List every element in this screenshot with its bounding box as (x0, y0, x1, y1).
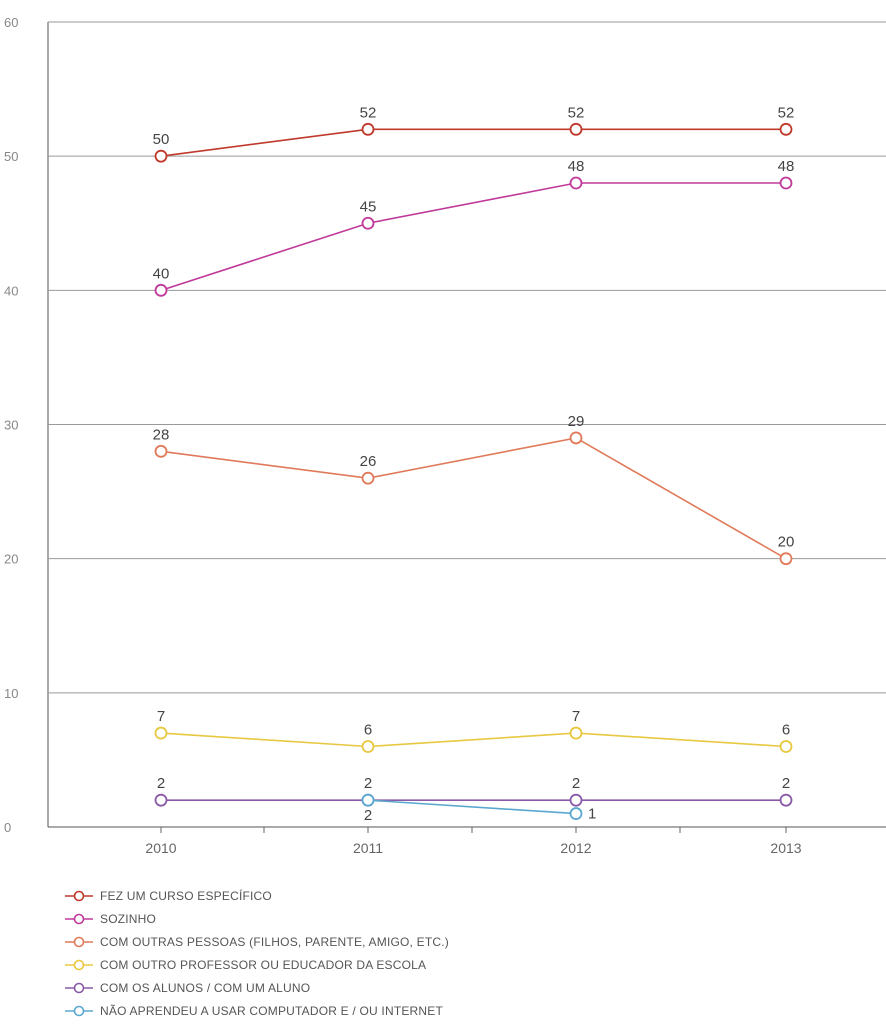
legend-item: COM OUTRO PROFESSOR OU EDUCADOR DA ESCOL… (64, 953, 824, 976)
series-line (367, 799, 577, 815)
legend-marker-icon (65, 936, 93, 947)
legend-marker-icon (65, 959, 93, 970)
data-label: 52 (360, 104, 377, 121)
data-point (569, 793, 583, 807)
legend-item: COM OS ALUNOS / COM UM ALUNO (64, 976, 824, 999)
legend-item: COM OUTRAS PESSOAS (FILHOS, PARENTE, AMI… (64, 930, 824, 953)
x-tick-label: 2012 (560, 840, 591, 856)
legend-marker-icon (65, 890, 93, 901)
legend-item: FEZ UM CURSO ESPECÍFICO (64, 884, 824, 907)
data-point (569, 807, 583, 820)
y-tick-label: 40 (4, 283, 18, 298)
data-label: 29 (568, 413, 585, 430)
legend-marker-circle (73, 913, 85, 924)
data-label: 2 (364, 807, 372, 824)
legend-marker-circle (73, 959, 85, 970)
x-tick-label: 2011 (353, 840, 383, 856)
data-point (154, 793, 168, 807)
series-line (160, 437, 787, 560)
data-label: 6 (782, 722, 790, 739)
data-point (361, 793, 375, 807)
y-tick-label: 0 (4, 820, 11, 835)
data-point (779, 740, 793, 753)
data-label: 48 (568, 158, 585, 175)
data-label: 2 (157, 775, 165, 792)
legend-label: NÃO APRENDEU A USAR COMPUTADOR E / OU IN… (100, 1003, 444, 1018)
data-point (154, 283, 168, 297)
legend: FEZ UM CURSO ESPECÍFICO SOZINHO COM OUTRAS… (64, 884, 824, 1022)
data-point (779, 552, 793, 566)
legend-marker-icon (65, 982, 93, 993)
legend-item: NÃO APRENDEU A USAR COMPUTADOR E / OU IN… (64, 999, 824, 1022)
series-line (160, 182, 786, 292)
data-point (154, 444, 168, 458)
data-label: 40 (153, 265, 170, 282)
series-line (160, 732, 787, 748)
data-point (569, 431, 583, 445)
x-tick-label: 2010 (145, 840, 176, 856)
legend-marker-circle (73, 1005, 85, 1016)
data-label: 7 (572, 708, 580, 725)
data-label: 2 (364, 775, 372, 792)
legend-marker-icon (65, 1005, 93, 1016)
legend-label: COM OUTRO PROFESSOR OU EDUCADOR DA ESCOL… (100, 957, 427, 972)
x-tick-label: 2013 (770, 840, 801, 856)
data-point (361, 216, 375, 230)
data-label: 1 (588, 806, 596, 823)
data-label: 52 (568, 104, 585, 121)
data-point (779, 176, 793, 190)
legend-label: SOZINHO (100, 911, 157, 926)
data-label: 2 (782, 775, 790, 792)
y-tick-label: 60 (4, 15, 18, 30)
series-line (160, 128, 786, 157)
data-label: 28 (153, 426, 170, 443)
data-point (569, 726, 583, 740)
y-tick-label: 10 (4, 686, 18, 701)
legend-marker-icon (65, 913, 93, 924)
data-label: 2 (572, 775, 580, 792)
data-point (361, 740, 375, 753)
data-label: 6 (364, 722, 372, 739)
data-point (154, 149, 168, 163)
y-tick-label: 30 (4, 418, 18, 433)
data-point (779, 122, 793, 136)
data-label: 20 (778, 534, 795, 551)
y-tick-label: 50 (4, 149, 18, 164)
legend-item: SOZINHO (64, 907, 824, 930)
data-label: 50 (153, 131, 170, 148)
data-point (779, 793, 793, 807)
legend-marker-circle (73, 982, 85, 993)
data-label: 52 (778, 104, 795, 121)
legend-marker-circle (73, 936, 85, 947)
data-label: 48 (778, 158, 795, 175)
y-tick-label: 20 (4, 552, 18, 567)
data-point (154, 726, 168, 740)
data-point (361, 122, 375, 136)
legend-label: FEZ UM CURSO ESPECÍFICO (100, 888, 272, 903)
data-label: 26 (360, 453, 377, 470)
data-label: 45 (360, 198, 377, 215)
data-point (569, 176, 583, 190)
legend-label: COM OS ALUNOS / COM UM ALUNO (100, 980, 311, 995)
data-label: 7 (157, 708, 165, 725)
legend-label: COM OUTRAS PESSOAS (FILHOS, PARENTE, AMI… (100, 934, 449, 949)
data-point (361, 471, 375, 485)
data-point (569, 122, 583, 136)
legend-marker-circle (73, 890, 85, 901)
